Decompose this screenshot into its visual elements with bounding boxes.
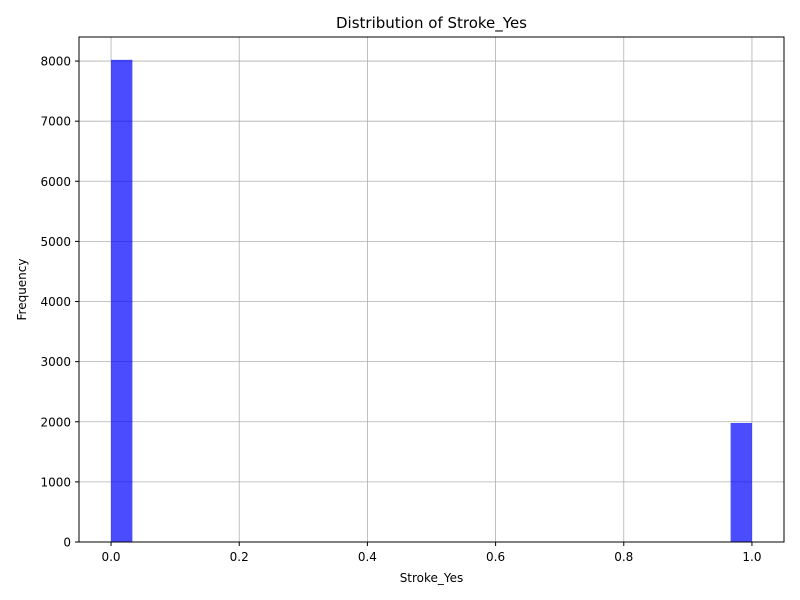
x-tick-label: 0.6 xyxy=(486,550,505,564)
y-tick-label: 4000 xyxy=(40,295,71,309)
x-axis-label: Stroke_Yes xyxy=(400,571,464,585)
bars xyxy=(111,59,752,542)
y-tick-label: 6000 xyxy=(40,175,71,189)
y-tick-label: 8000 xyxy=(40,55,71,69)
y-tick-label: 0 xyxy=(63,536,71,550)
x-tick-label: 1.0 xyxy=(742,550,761,564)
y-axis-label: Frequency xyxy=(15,259,29,321)
y-tick-label: 3000 xyxy=(40,355,71,369)
y-tick-label: 2000 xyxy=(40,415,71,429)
ticks: 0.0 0.2 0.4 0.6 0.8 1.0 0 1000 2000 3000 4000 5000 6… xyxy=(40,55,761,564)
histogram-bar xyxy=(111,59,133,542)
histogram-bar xyxy=(730,422,752,542)
chart-title: Distribution of Stroke_Yes xyxy=(336,14,527,33)
x-tick-label: 0.4 xyxy=(358,550,377,564)
plot-frame xyxy=(78,36,785,543)
y-tick-label: 5000 xyxy=(40,235,71,249)
x-tick-label: 0.0 xyxy=(101,550,120,564)
x-tick-label: 0.8 xyxy=(614,550,633,564)
x-tick-label: 0.2 xyxy=(230,550,249,564)
y-tick-label: 7000 xyxy=(40,115,71,129)
grid-lines xyxy=(79,37,784,543)
y-tick-label: 1000 xyxy=(40,475,71,489)
